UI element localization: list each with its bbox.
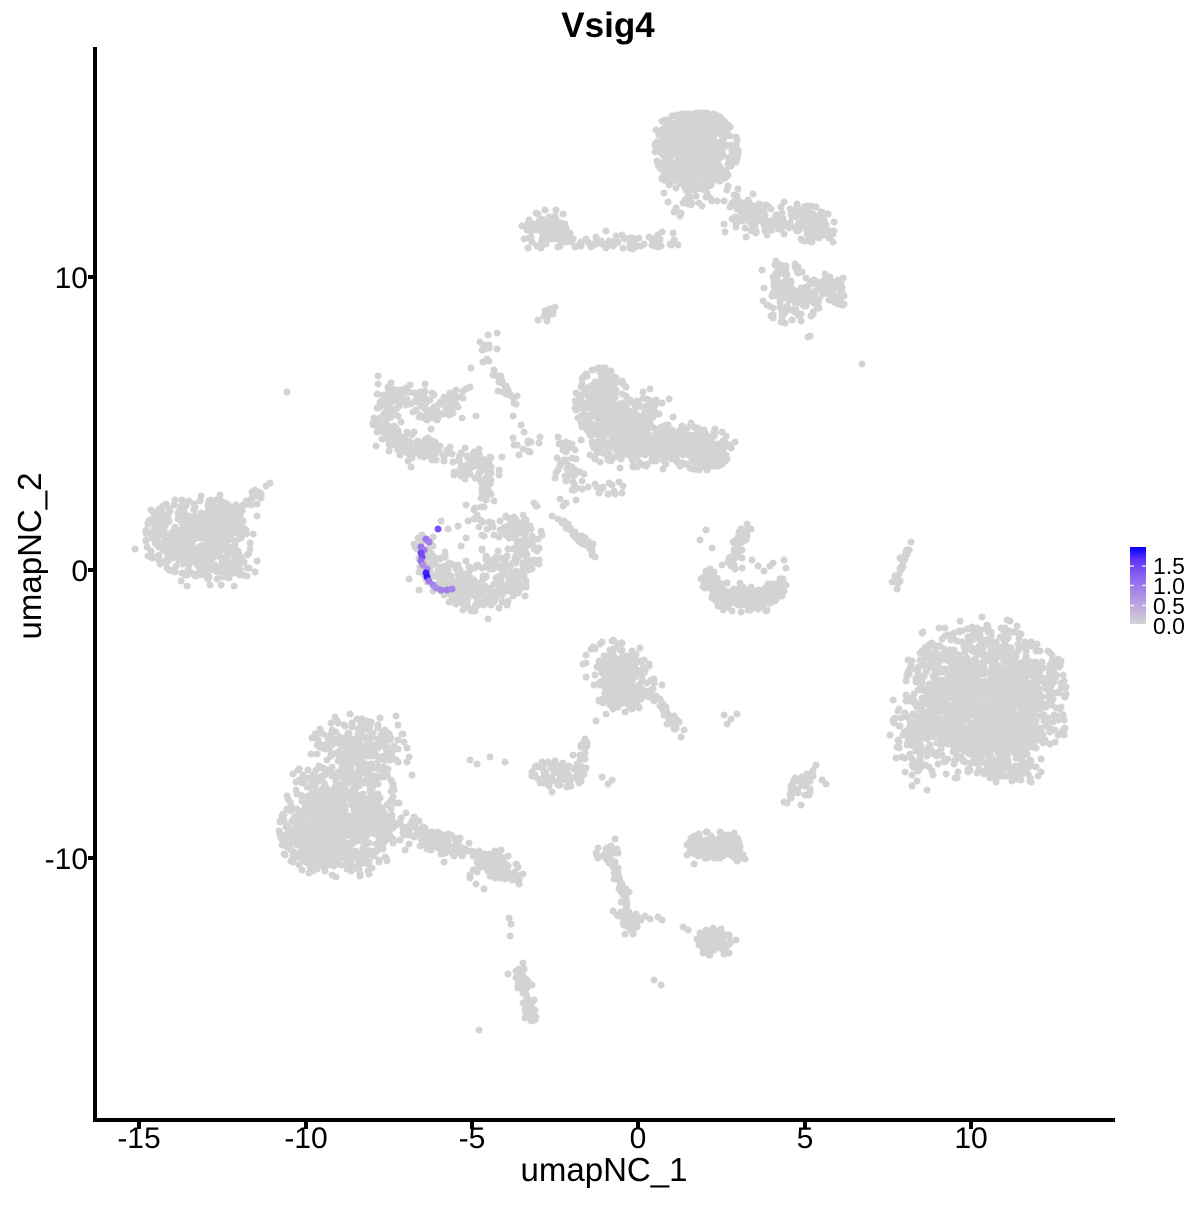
- svg-text:-10: -10: [284, 1122, 327, 1155]
- svg-text:0: 0: [71, 555, 88, 588]
- svg-text:10: 10: [954, 1122, 987, 1155]
- svg-text:0.5: 0.5: [1153, 593, 1185, 619]
- svg-text:10: 10: [55, 262, 88, 295]
- svg-text:umapNC_1: umapNC_1: [521, 1151, 688, 1188]
- svg-text:-5: -5: [459, 1122, 486, 1155]
- svg-text:Vsig4: Vsig4: [561, 6, 655, 45]
- svg-text:0: 0: [630, 1122, 647, 1155]
- svg-text:1.5: 1.5: [1153, 553, 1185, 579]
- svg-text:-10: -10: [45, 843, 88, 876]
- svg-text:1.0: 1.0: [1153, 573, 1185, 599]
- svg-text:0.0: 0.0: [1153, 613, 1185, 639]
- svg-text:5: 5: [797, 1122, 814, 1155]
- svg-text:umapNC_2: umapNC_2: [11, 473, 48, 640]
- svg-text:-15: -15: [117, 1122, 160, 1155]
